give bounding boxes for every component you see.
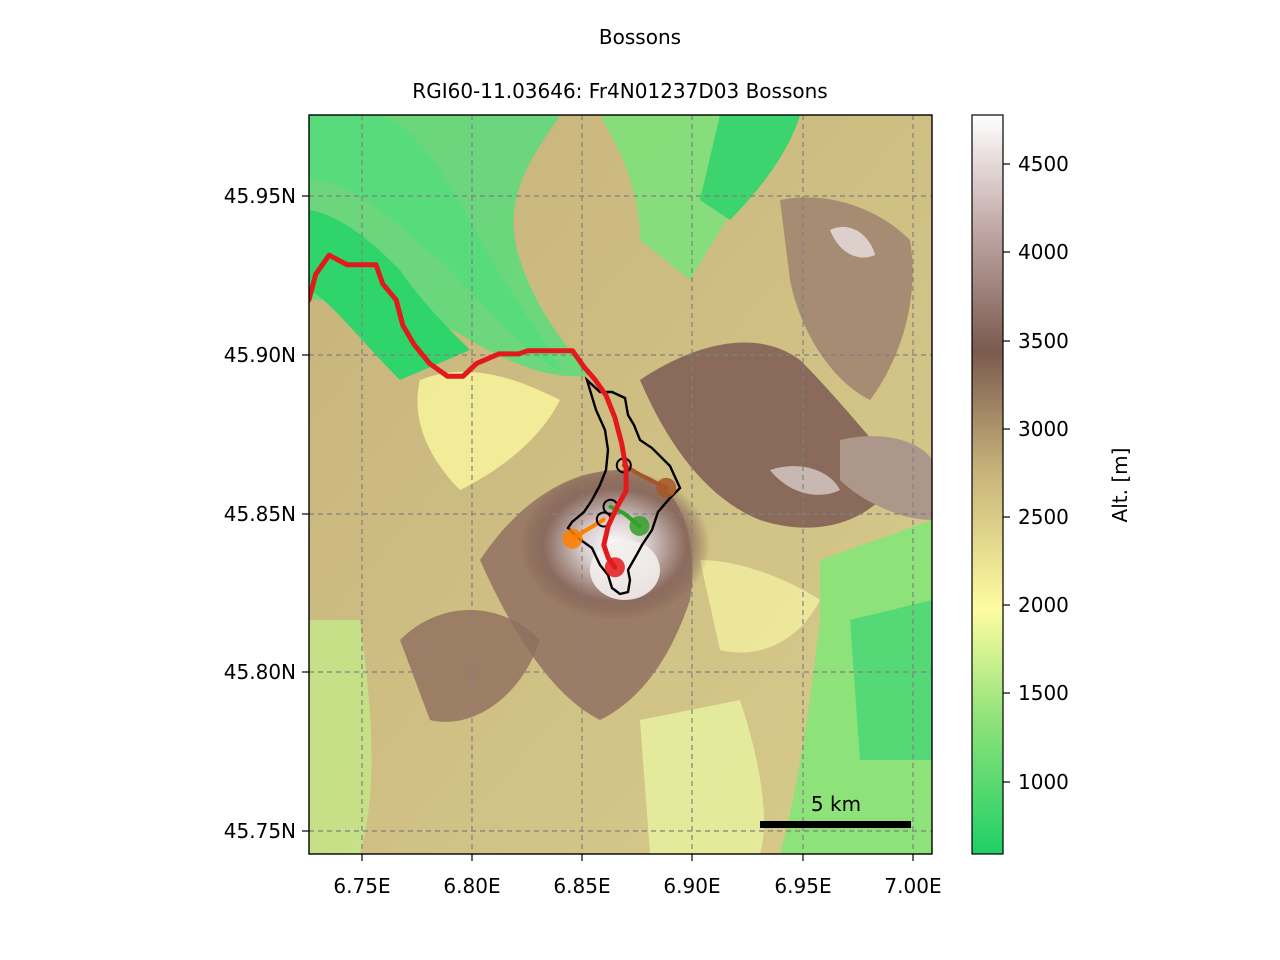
x-tick-label: 6.95E bbox=[774, 874, 831, 898]
main-flowline-head-marker bbox=[604, 557, 625, 578]
colorbar-tick-label: 1500 bbox=[1018, 681, 1069, 705]
y-tick-label: 45.80N bbox=[224, 660, 296, 684]
colorbar-tick-label: 3000 bbox=[1018, 417, 1069, 441]
x-tick-label: 6.85E bbox=[553, 874, 610, 898]
scale-bar: 5 km bbox=[760, 792, 911, 828]
colorbar-tick-label: 2500 bbox=[1018, 505, 1069, 529]
glacier-outline bbox=[566, 376, 682, 596]
y-tick-label: 45.75N bbox=[224, 819, 296, 843]
y-axis: 45.95N 45.90N 45.85N 45.80N 45.75N bbox=[224, 184, 309, 843]
map-subtitle: RGI60-11.03646: Fr4N01237D03 Bossons bbox=[412, 79, 827, 103]
y-tick-label: 45.95N bbox=[224, 184, 296, 208]
colorbar-tick-label: 4500 bbox=[1018, 152, 1069, 176]
colorbar-gradient bbox=[971, 114, 1004, 855]
main-flowline bbox=[309, 252, 629, 570]
colorbar: 4500 4000 3500 3000 2500 2000 1500 1000 … bbox=[971, 114, 1132, 855]
map-frame bbox=[308, 114, 933, 855]
tributary-head-marker-1 bbox=[562, 528, 583, 549]
x-tick-label: 6.90E bbox=[663, 874, 720, 898]
scale-bar-label: 5 km bbox=[811, 792, 861, 816]
y-tick-label: 45.85N bbox=[224, 502, 296, 526]
x-tick-label: 7.00E bbox=[884, 874, 941, 898]
terrain-map bbox=[309, 115, 932, 854]
map-grid bbox=[309, 115, 932, 854]
x-tick-label: 6.80E bbox=[443, 874, 500, 898]
colorbar-label: Alt. [m] bbox=[1108, 448, 1132, 523]
x-axis: 6.75E 6.80E 6.85E 6.90E 6.95E 7.00E bbox=[333, 854, 942, 898]
scale-bar-line bbox=[760, 821, 911, 828]
flowlines bbox=[309, 252, 677, 578]
figure-title: Bossons bbox=[599, 25, 681, 49]
y-tick-label: 45.90N bbox=[224, 343, 296, 367]
colorbar-tick-label: 2000 bbox=[1018, 593, 1069, 617]
tributary-head-marker-3 bbox=[656, 477, 677, 498]
colorbar-tick-label: 4000 bbox=[1018, 240, 1069, 264]
x-tick-label: 6.75E bbox=[333, 874, 390, 898]
colorbar-tick-label: 1000 bbox=[1018, 770, 1069, 794]
tributary-head-marker-2 bbox=[629, 515, 650, 536]
colorbar-tick-label: 3500 bbox=[1018, 329, 1069, 353]
